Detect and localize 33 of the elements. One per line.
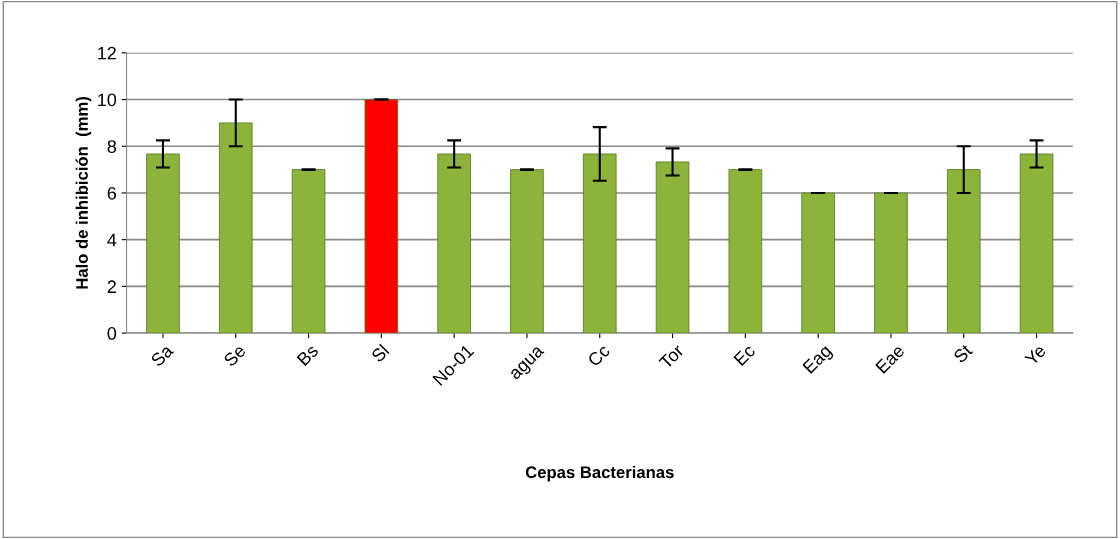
y-axis-title: Halo de inhibición (mm) [75,97,92,289]
x-tick-label: St [952,343,974,364]
bar [582,153,617,334]
bar [291,169,326,334]
y-tick-label: 10 [98,93,117,107]
bar [510,169,544,334]
y-tick-label: 2 [107,280,116,293]
y-tick-label: 6 [107,186,117,200]
bar [437,153,471,334]
x-tick-label: Se [222,343,247,368]
bar [946,169,981,334]
bar [146,153,180,334]
x-tick-label: Bs [296,343,319,367]
x-tick-label: Sl [370,343,390,363]
x-tick-label: Cc [586,343,611,368]
x-axis-title: Cepas Bacterianas [525,465,674,482]
y-tick-label: 4 [107,233,117,247]
bar [1019,153,1054,334]
x-tick-label: Ec [733,343,756,367]
y-tick-label: 12 [98,46,116,60]
x-tick-label: Eag [802,344,835,377]
x-tick-label: Tor [658,343,685,370]
y-tick-label: 8 [107,140,117,153]
y-tick-label: 0 [107,327,117,340]
bar [728,169,763,334]
x-tick-label: Eae [875,343,906,374]
bar [364,99,399,334]
bar [801,192,835,334]
bar [874,192,908,334]
x-tick-label: Sa [150,343,175,368]
bar [655,161,690,334]
bar [218,122,253,334]
x-tick-label: Ye [1024,343,1047,367]
